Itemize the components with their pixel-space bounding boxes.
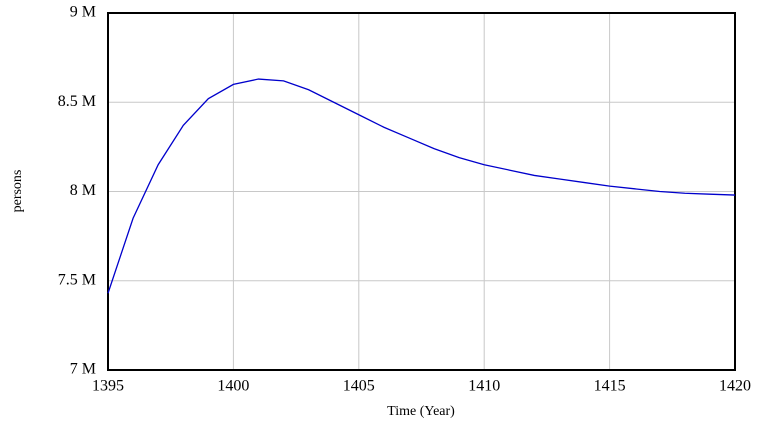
x-tick-label: 1420	[719, 378, 751, 395]
y-tick-label: 7.5 M	[58, 271, 96, 288]
y-tick-label: 9 M	[70, 4, 96, 21]
x-tick-label: 1405	[343, 378, 375, 395]
x-tick-label: 1395	[92, 378, 124, 395]
y-tick-label: 7 M	[70, 361, 96, 378]
y-tick-label: 8.5 M	[58, 93, 96, 110]
x-axis-label: Time (Year)	[387, 404, 455, 419]
x-tick-label: 1410	[468, 378, 500, 395]
x-tick-label: 1415	[594, 378, 626, 395]
plot-frame	[107, 12, 736, 371]
y-axis-label: persons	[10, 170, 25, 213]
y-tick-label: 8 M	[70, 182, 96, 199]
x-tick-label: 1400	[217, 378, 249, 395]
data-line	[107, 78, 736, 294]
